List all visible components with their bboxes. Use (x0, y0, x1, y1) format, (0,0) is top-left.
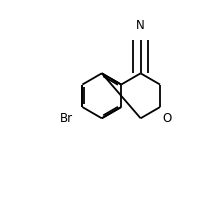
Text: O: O (163, 112, 172, 125)
Text: N: N (136, 19, 145, 32)
Text: Br: Br (60, 112, 73, 125)
